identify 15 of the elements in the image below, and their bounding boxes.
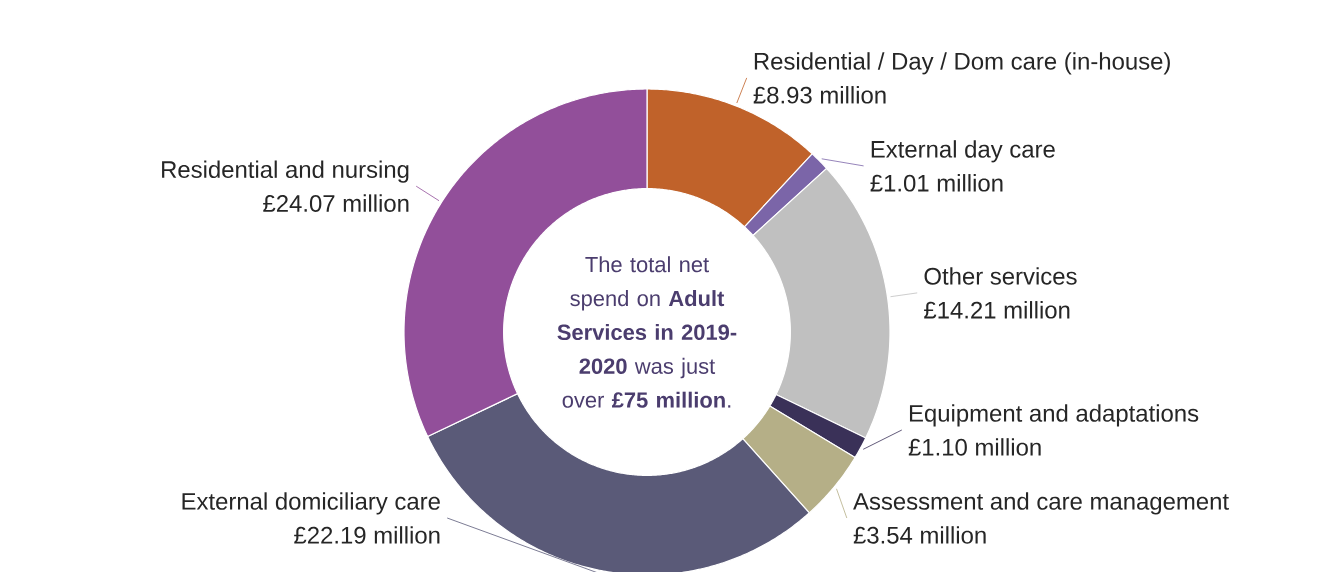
slice-label: Other services	[924, 267, 1077, 285]
data-label: £14.21 million	[924, 301, 1070, 319]
slice-label: External domiciliary care	[182, 492, 440, 515]
data-label: £24.07 million	[263, 194, 409, 212]
slice-label: Assessment and care management	[853, 492, 1229, 515]
text: The total net spend on Adult Services in 2019-2020 was just over £75 million.	[557, 256, 737, 408]
data-label: £1.01 million	[870, 174, 1003, 192]
slice-label: External day care	[871, 140, 1055, 163]
data-label: £8.93 million	[753, 86, 886, 104]
slice-label: Residential / Day / Dom care (in-house)	[754, 52, 1170, 75]
data-label: £1.10 million	[908, 438, 1041, 456]
slice-label: Residential and nursing	[162, 160, 409, 183]
data-label: £22.19 million	[294, 526, 440, 544]
slice-label: Equipment and adaptations	[909, 404, 1199, 427]
data-label: £3.54 million	[853, 526, 986, 544]
